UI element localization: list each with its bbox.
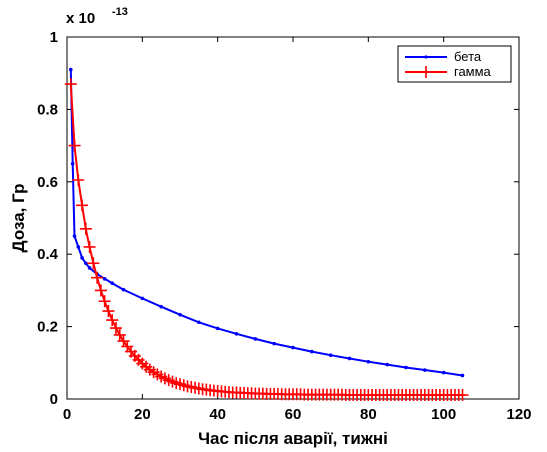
- data-point-beta: [121, 287, 126, 292]
- data-point-gamma: [76, 199, 89, 212]
- legend-marker-gamma: [420, 66, 432, 78]
- data-point-beta: [347, 356, 352, 361]
- data-point-beta: [80, 256, 84, 260]
- data-point-gamma: [106, 314, 119, 327]
- y-multiplier-base: x 10: [66, 10, 95, 27]
- y-tick-label: 0.8: [37, 101, 58, 118]
- data-point-gamma: [102, 305, 115, 318]
- legend: бета гамма: [397, 45, 512, 83]
- data-point-beta: [234, 332, 239, 336]
- y-tick-label: 0.2: [37, 319, 58, 336]
- data-point-beta: [178, 312, 182, 317]
- data-point-beta: [404, 365, 408, 370]
- data-point-gamma: [72, 173, 85, 186]
- series-beta: [68, 67, 465, 378]
- data-point-gamma: [109, 322, 122, 335]
- data-point-beta: [110, 281, 114, 285]
- x-tick-label: 40: [209, 406, 226, 423]
- data-point-beta: [441, 370, 446, 375]
- x-tick-label: 20: [134, 406, 151, 423]
- x-tick-label: 60: [285, 406, 302, 423]
- plot-area: [66, 36, 520, 400]
- legend-label-gamma: гамма: [454, 64, 492, 79]
- data-point-beta: [272, 341, 276, 346]
- data-point-beta: [423, 368, 427, 372]
- x-axis-label: Час після аварії, тижні: [198, 429, 388, 448]
- data-point-gamma: [113, 328, 126, 341]
- x-tick-label: 100: [431, 406, 456, 423]
- series-layer: [64, 67, 469, 402]
- data-point-beta: [385, 362, 389, 367]
- data-point-beta: [68, 67, 73, 72]
- legend-marker-beta: [424, 55, 428, 59]
- x-tick-label: 0: [63, 406, 71, 423]
- x-axis-ticks: 0 20 40 60 80 100 120: [63, 37, 532, 423]
- data-point-gamma: [94, 284, 107, 297]
- data-point-gamma: [83, 240, 96, 253]
- y-tick-label: 0.4: [37, 246, 59, 263]
- data-point-beta: [140, 296, 145, 301]
- data-point-beta: [76, 245, 81, 249]
- data-point-beta: [291, 345, 295, 350]
- data-point-beta: [197, 320, 201, 325]
- y-multiplier: x 10 -13: [66, 6, 128, 27]
- y-tick-label: 1: [50, 29, 58, 46]
- data-point-gamma: [91, 271, 104, 284]
- legend-box: [397, 45, 512, 83]
- data-point-beta: [215, 326, 220, 331]
- x-tick-label: 120: [506, 406, 531, 423]
- data-point-gamma: [98, 295, 111, 308]
- legend-label-beta: бета: [454, 49, 482, 64]
- data-point-beta: [159, 304, 163, 309]
- series-gamma: [64, 78, 469, 402]
- data-point-beta: [72, 234, 77, 238]
- y-axis-ticks: 0 0.2 0.4 0.6 0.8 1: [37, 29, 519, 408]
- y-multiplier-exponent: -13: [112, 6, 128, 18]
- data-point-beta: [310, 349, 314, 354]
- data-point-beta: [366, 359, 371, 364]
- data-point-beta: [84, 261, 88, 266]
- data-point-beta: [102, 277, 107, 281]
- x-tick-label: 80: [360, 406, 377, 423]
- data-point-gamma: [64, 78, 77, 91]
- data-point-beta: [253, 337, 258, 341]
- y-tick-label: 0: [50, 391, 58, 408]
- data-point-beta: [460, 373, 465, 378]
- data-point-gamma: [68, 139, 81, 152]
- y-axis-label: Доза, Гр: [9, 184, 28, 253]
- data-point-gamma: [456, 389, 469, 402]
- data-point-beta: [70, 161, 75, 166]
- data-point-beta: [328, 353, 333, 357]
- data-point-beta: [87, 266, 92, 270]
- data-point-gamma: [87, 257, 100, 270]
- data-point-gamma: [79, 222, 92, 235]
- y-tick-label: 0.6: [37, 174, 58, 191]
